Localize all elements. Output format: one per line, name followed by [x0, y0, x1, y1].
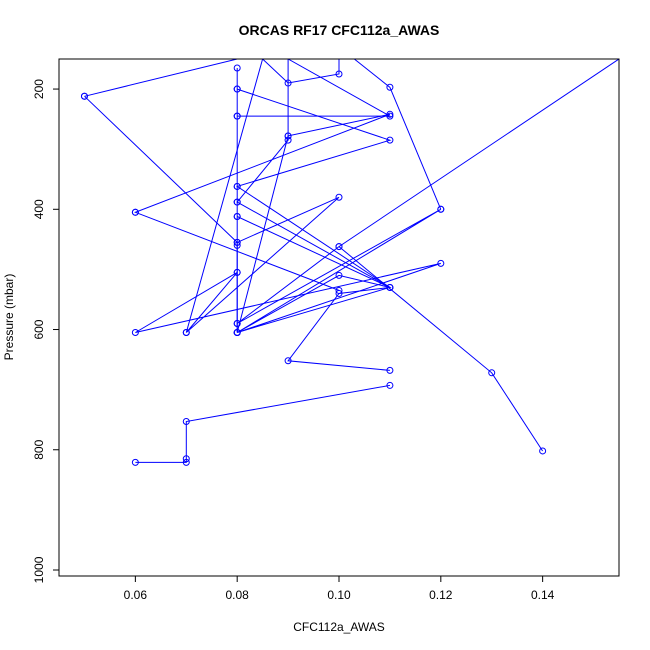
y-tick-label: 800 — [32, 439, 46, 459]
x-tick-label: 0.06 — [124, 588, 148, 602]
series-line — [237, 59, 392, 117]
series-lines — [84, 59, 619, 463]
data-point — [233, 213, 241, 221]
data-point — [182, 418, 190, 426]
y-tick-label: 400 — [32, 199, 46, 219]
plot-frame — [58, 58, 620, 577]
series-line — [84, 59, 238, 97]
data-point — [182, 329, 190, 337]
chart-title: ORCAS RF17 CFC112a_AWAS — [239, 22, 440, 38]
x-tick-label: 0.10 — [327, 588, 351, 602]
data-point — [335, 70, 343, 78]
data-point — [284, 357, 292, 365]
series-line — [262, 59, 340, 84]
data-point — [335, 193, 343, 201]
data-point — [233, 85, 241, 93]
x-tick-label: 0.08 — [226, 588, 250, 602]
data-point — [233, 182, 241, 190]
data-point — [488, 369, 496, 377]
data-point — [233, 268, 241, 276]
data-point — [437, 205, 445, 213]
x-axis-label: CFC112a_AWAS — [293, 620, 385, 634]
data-point — [233, 329, 241, 337]
data-point — [335, 289, 343, 297]
data-point — [386, 283, 394, 291]
series-line — [236, 59, 289, 333]
data-point — [386, 110, 394, 118]
data-point — [335, 286, 343, 294]
data-point — [233, 112, 241, 120]
y-tick-label: 200 — [32, 79, 46, 99]
series-line — [185, 59, 264, 333]
data-point — [182, 458, 190, 466]
x-tick-label: 0.14 — [531, 588, 555, 602]
data-point — [539, 447, 547, 455]
data-point — [233, 198, 241, 206]
data-point — [386, 136, 394, 144]
data-point — [182, 455, 190, 463]
x-tick-label: 0.12 — [429, 588, 453, 602]
data-point — [386, 381, 394, 389]
data-point — [335, 243, 343, 251]
series-line — [84, 95, 441, 333]
y-axis: 200 400 600 800 1000 — [32, 79, 59, 583]
data-point — [131, 329, 139, 337]
series-line — [236, 59, 619, 333]
data-point — [80, 92, 88, 100]
series-line — [236, 216, 392, 371]
data-point — [131, 208, 139, 216]
data-point — [386, 83, 394, 91]
data-point — [284, 132, 292, 140]
data-point — [386, 366, 394, 374]
data-point — [131, 458, 139, 466]
data-point — [284, 79, 292, 87]
data-point — [335, 271, 343, 279]
data-point — [233, 320, 241, 328]
data-point — [233, 64, 241, 72]
series-points — [80, 64, 547, 466]
data-point — [233, 238, 241, 246]
series-line — [135, 384, 390, 463]
x-axis: 0.06 0.08 0.10 0.12 0.14 — [124, 576, 555, 602]
data-point — [233, 241, 241, 249]
data-point — [284, 136, 292, 144]
data-point — [386, 112, 394, 120]
series-line — [338, 246, 544, 452]
series-line — [353, 59, 442, 210]
y-tick-label: 600 — [32, 319, 46, 339]
y-axis-label: Pressure (mbar) — [2, 274, 16, 361]
y-tick-label: 1000 — [32, 556, 46, 583]
data-point — [437, 259, 445, 267]
